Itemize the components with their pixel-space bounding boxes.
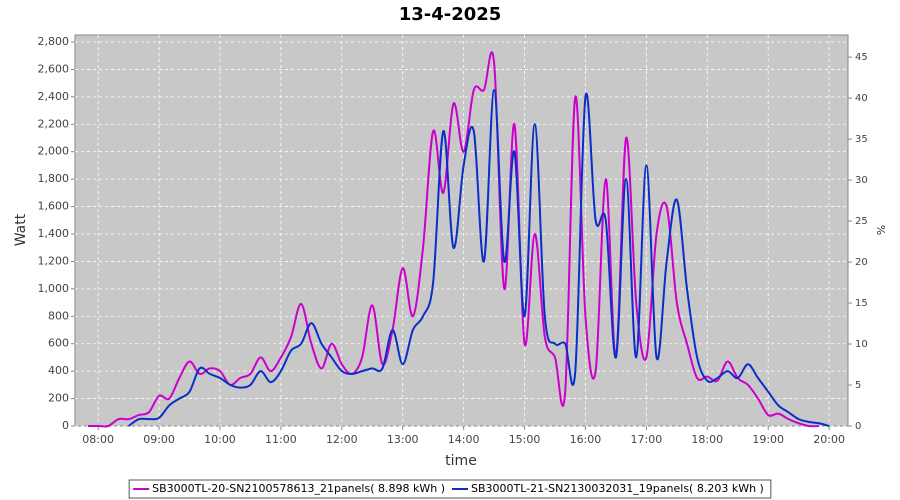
y-axis-label: Watt (13, 213, 29, 246)
y2-tick-label: 40 (855, 93, 868, 104)
x-tick-label: 09:00 (143, 433, 175, 446)
x-tick-label: 10:00 (204, 433, 236, 446)
y2-tick-label: 5 (855, 380, 861, 391)
x-axis-label: time (445, 453, 477, 469)
y-tick-label: 400 (48, 364, 69, 377)
legend-label: SB3000TL-21-SN2130032031_19panels( 8.203… (471, 482, 764, 495)
x-tick-label: 18:00 (691, 433, 723, 446)
y2-axis-label: % (875, 225, 888, 235)
chart-title: 13-4-2025 (399, 4, 502, 25)
y-tick-label: 2,400 (38, 90, 70, 103)
y-tick-label: 1,400 (38, 227, 70, 240)
y-tick-label: 600 (48, 337, 69, 350)
y-tick-label: 1,200 (38, 254, 70, 267)
y2-tick-label: 15 (855, 298, 868, 309)
y2-tick-label: 10 (855, 339, 868, 350)
y-tick-label: 2,600 (38, 62, 70, 75)
y-tick-label: 800 (48, 309, 69, 322)
y2-tick-label: 25 (855, 216, 868, 227)
y2-tick-label: 30 (855, 175, 868, 186)
y2-tick-label: 20 (855, 257, 868, 268)
y2-tick-label: 45 (855, 52, 868, 63)
x-tick-label: 08:00 (82, 433, 114, 446)
x-tick-label: 11:00 (265, 433, 297, 446)
x-tick-label: 12:00 (326, 433, 358, 446)
legend-label: SB3000TL-20-SN2100578613_21panels( 8.898… (152, 482, 445, 495)
y-tick-label: 2,800 (38, 35, 70, 48)
y2-tick-label: 0 (855, 421, 861, 432)
x-tick-label: 16:00 (570, 433, 602, 446)
y-tick-label: 2,200 (38, 117, 70, 130)
x-tick-label: 20:00 (813, 433, 845, 446)
legend: SB3000TL-20-SN2100578613_21panels( 8.898… (128, 479, 772, 499)
x-tick-label: 13:00 (387, 433, 419, 446)
y-tick-label: 1,800 (38, 172, 70, 185)
y-tick-label: 0 (62, 419, 69, 432)
x-tick-label: 19:00 (752, 433, 784, 446)
y-tick-label: 1,600 (38, 200, 70, 213)
x-tick-label: 15:00 (509, 433, 541, 446)
x-tick-label: 17:00 (631, 433, 663, 446)
y-tick-label: 200 (48, 392, 69, 405)
y-tick-label: 1,000 (38, 282, 70, 295)
legend-box (128, 479, 772, 499)
y2-tick-label: 35 (855, 134, 868, 145)
x-tick-label: 14:00 (448, 433, 480, 446)
series-line (128, 88, 830, 427)
plot-area (74, 34, 849, 427)
y-tick-label: 2,000 (38, 145, 70, 158)
